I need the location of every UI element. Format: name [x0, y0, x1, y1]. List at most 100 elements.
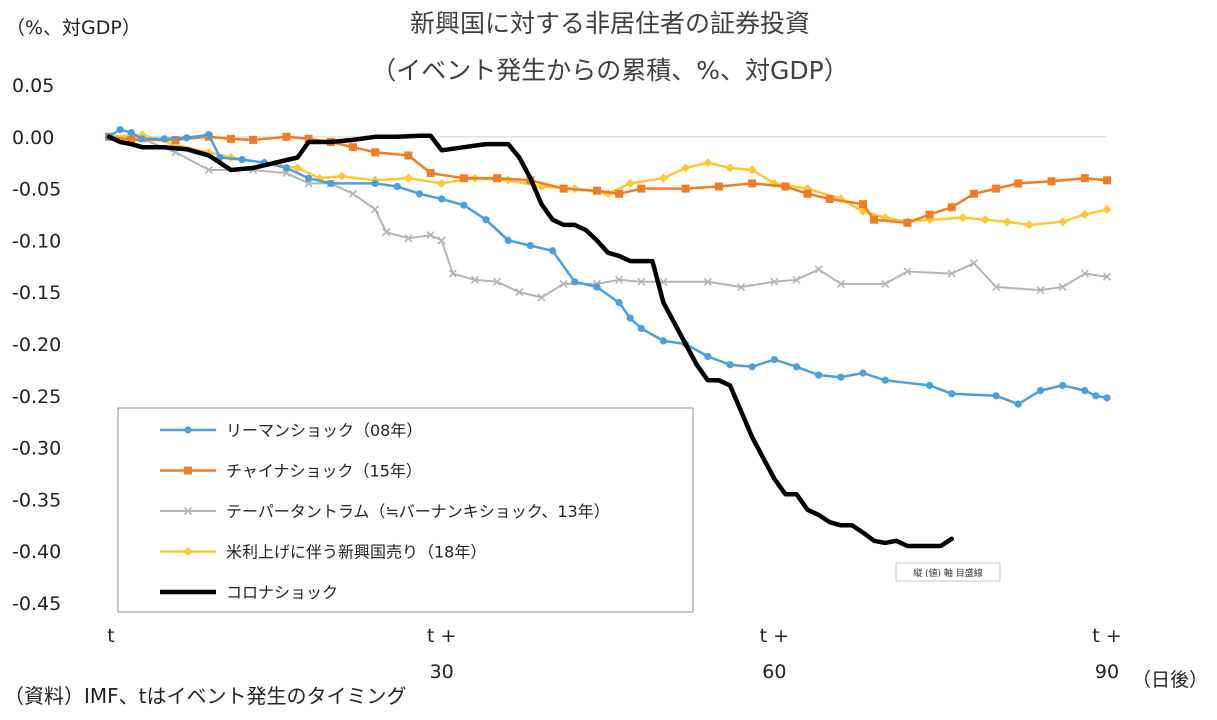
y-tick-labels: 0.05 0.00 -0.05 -0.10 -0.15 -0.20 -0.25 -0.30 -0…	[12, 75, 61, 615]
data-point	[881, 376, 889, 384]
series-4	[104, 130, 1112, 230]
data-point	[1036, 387, 1045, 395]
legend-item[interactable]: チャイナショック（15年）	[160, 462, 422, 481]
data-point	[403, 173, 413, 183]
data-point	[681, 184, 690, 193]
data-point	[504, 236, 512, 244]
data-point	[404, 151, 413, 160]
data-point	[160, 135, 169, 143]
data-point	[348, 189, 358, 198]
data-point	[626, 314, 634, 322]
data-point	[1103, 394, 1111, 402]
x-tick-labels: t t + 30 t + 60 t + 90	[107, 625, 1121, 683]
x-axis-unit-label: （日後）	[1132, 669, 1208, 691]
data-point	[925, 381, 934, 390]
legend-item[interactable]: テーパータントラム（≒バーナンキショック、13年）	[160, 502, 610, 521]
data-point	[437, 178, 447, 188]
data-point	[658, 173, 668, 183]
data-point	[127, 135, 136, 144]
data-point	[1081, 387, 1089, 395]
data-point	[327, 179, 335, 188]
series-line	[107, 133, 1109, 227]
data-point	[1014, 179, 1023, 188]
data-point	[493, 277, 502, 286]
data-point	[1014, 400, 1022, 408]
chart-title: 新興国に対する非居住者の証券投資	[410, 9, 810, 38]
series-2	[105, 132, 1111, 227]
data-point	[637, 277, 646, 286]
legend-item[interactable]: リーマンショック（08年）	[160, 421, 422, 440]
data-point	[571, 278, 579, 286]
data-point	[825, 194, 834, 203]
data-point	[593, 283, 601, 291]
data-point	[1080, 174, 1089, 183]
legend-item[interactable]: 米利上げに伴う新興国売り（18年）	[160, 543, 486, 562]
x-tick-label: t +	[427, 625, 456, 647]
y-tick-label: -0.20	[12, 334, 61, 356]
legend-label: テーパータントラム（≒バーナンキショック、13年）	[226, 502, 610, 521]
data-point	[559, 279, 568, 288]
y-tick-label: -0.40	[12, 541, 61, 563]
series-5	[106, 133, 955, 549]
data-point	[726, 361, 734, 369]
y-tick-label: -0.05	[12, 179, 61, 201]
legend-marker	[184, 426, 192, 434]
data-point	[659, 337, 668, 345]
data-point	[116, 125, 124, 134]
data-point	[925, 210, 934, 219]
x-tick-label-value: 60	[762, 661, 786, 683]
data-point	[448, 269, 457, 278]
data-point	[725, 163, 735, 173]
data-point	[1092, 392, 1100, 400]
data-point	[714, 182, 723, 191]
data-point	[526, 241, 534, 250]
series-line	[107, 135, 1109, 225]
data-point	[183, 134, 191, 142]
data-point	[459, 174, 468, 183]
data-point	[293, 163, 303, 173]
data-point	[348, 143, 357, 152]
data-point	[1102, 272, 1112, 281]
data-point	[637, 184, 646, 193]
data-point	[515, 288, 524, 297]
legend-item[interactable]: コロナショック	[160, 583, 338, 602]
data-point	[625, 178, 635, 188]
data-point	[748, 363, 756, 371]
series-layer	[104, 125, 1112, 549]
series-3	[104, 132, 1112, 302]
data-point	[781, 182, 790, 191]
x-tick-label: t +	[760, 625, 789, 647]
data-point	[980, 215, 990, 225]
data-point	[836, 279, 845, 288]
legend-marker	[183, 506, 193, 516]
data-point	[947, 203, 956, 212]
data-point	[437, 236, 446, 245]
data-point	[1058, 217, 1068, 227]
data-point	[304, 179, 313, 188]
data-point	[592, 186, 601, 195]
source-note: （資料）IMF、tはイベント発生のタイミング	[4, 684, 407, 708]
data-point	[659, 277, 668, 286]
data-point	[415, 190, 424, 198]
data-point	[903, 218, 912, 227]
data-point	[460, 201, 468, 209]
data-point	[171, 135, 180, 144]
legend[interactable]: リーマンショック（08年） チャイナショック（15年） テーパータントラム（≒バーナ…	[117, 407, 694, 613]
y-tick-label: -0.30	[12, 438, 61, 460]
data-point	[770, 277, 779, 286]
legend-label: コロナショック	[226, 583, 338, 602]
data-point	[903, 267, 912, 276]
data-point	[992, 282, 1001, 292]
data-point	[792, 363, 801, 371]
data-point	[371, 148, 380, 157]
data-point	[127, 129, 135, 137]
x-tick-label: t	[107, 625, 114, 647]
data-point	[958, 213, 968, 223]
data-point	[371, 205, 380, 214]
data-point	[615, 275, 624, 284]
data-point	[770, 355, 778, 364]
data-point	[948, 390, 956, 398]
data-point	[704, 352, 712, 361]
data-point	[404, 234, 413, 243]
data-point	[204, 165, 213, 175]
